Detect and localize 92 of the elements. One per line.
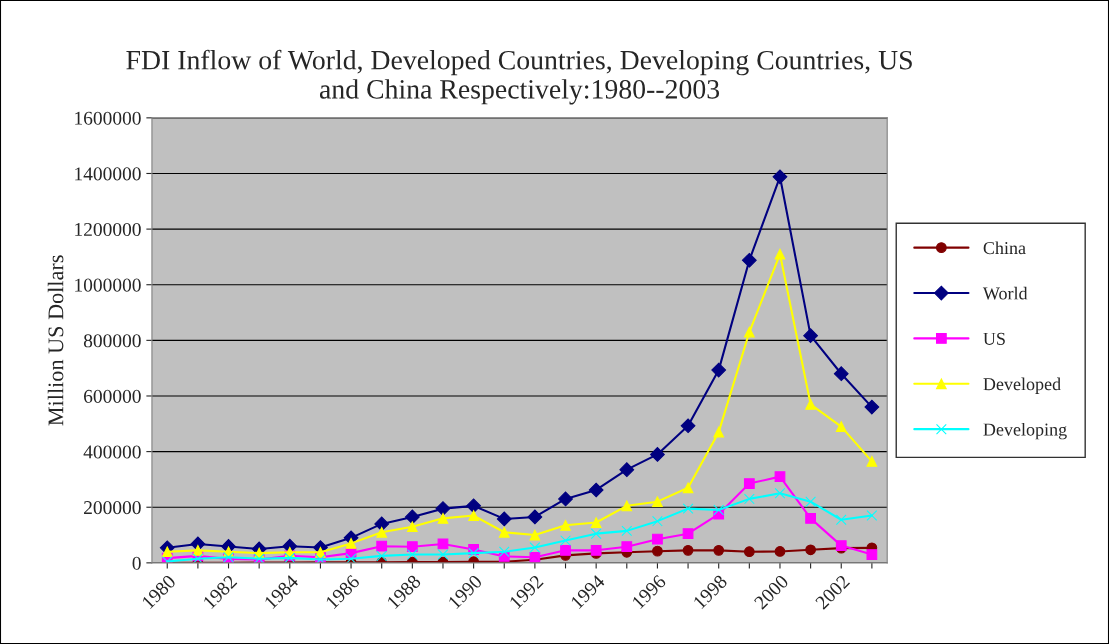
- y-tick-label: 1400000: [75, 167, 141, 181]
- point: [560, 519, 571, 531]
- point: [835, 421, 847, 432]
- point: [682, 528, 694, 540]
- point: [652, 545, 663, 557]
- point: [866, 455, 878, 467]
- point: [713, 504, 725, 516]
- point: [833, 366, 849, 382]
- x-tick-label: 1990: [447, 574, 483, 610]
- point: [406, 541, 418, 553]
- y-tick-label: 200000: [84, 501, 141, 515]
- point: [652, 515, 663, 527]
- point: [345, 538, 357, 549]
- point: [682, 544, 694, 556]
- point: [835, 514, 847, 526]
- x-tick-label: 1982: [202, 574, 238, 610]
- point: [621, 541, 633, 553]
- point: [774, 546, 786, 557]
- point: [711, 362, 727, 378]
- point: [680, 418, 696, 434]
- point: [527, 509, 543, 525]
- y-tick-label: 1600000: [75, 111, 141, 125]
- point: [404, 509, 420, 525]
- point: [437, 512, 449, 524]
- point: [468, 547, 479, 559]
- point: [529, 542, 541, 553]
- point: [743, 478, 755, 489]
- point: [743, 546, 755, 558]
- point: [621, 525, 633, 537]
- point: [406, 521, 418, 533]
- point: [496, 511, 512, 527]
- chart-title: FDI Inflow of World, Developed Countries, Developing Countries, US and China Respectively:1980--2003: [126, 49, 912, 105]
- point: [743, 493, 755, 505]
- point: [652, 496, 663, 508]
- point: [376, 540, 388, 552]
- point: [650, 446, 665, 462]
- point: [621, 500, 633, 512]
- point: [590, 517, 602, 528]
- legend-label: Developing: [983, 422, 1067, 440]
- point: [315, 546, 326, 558]
- point: [803, 328, 818, 344]
- point: [619, 462, 635, 478]
- point: [864, 399, 880, 415]
- point: [406, 549, 418, 560]
- point: [558, 491, 573, 507]
- y-tick-label: 600000: [84, 389, 141, 403]
- point: [498, 526, 510, 538]
- y-tick-label: 800000: [83, 334, 141, 348]
- point: [652, 533, 663, 545]
- point: [590, 528, 602, 540]
- point: [560, 535, 571, 546]
- point: [560, 544, 571, 556]
- point: [682, 482, 694, 494]
- point: [805, 512, 816, 524]
- y-axis-title: Million US Dollars: [47, 255, 64, 426]
- point: [772, 169, 788, 185]
- y-tick-label: 0: [132, 556, 141, 570]
- legend-label: US: [983, 332, 1005, 345]
- point: [468, 510, 479, 521]
- point: [743, 326, 755, 338]
- point: [498, 546, 510, 558]
- point: [374, 516, 390, 532]
- point: [774, 248, 786, 260]
- y-tick-label: 1200000: [75, 222, 141, 237]
- legend-label: World: [982, 286, 1028, 300]
- point: [437, 549, 449, 560]
- point: [866, 549, 878, 560]
- point: [774, 471, 786, 483]
- point: [529, 529, 541, 541]
- point: [435, 501, 451, 517]
- x-tick-label: 1992: [509, 574, 544, 610]
- point: [192, 544, 204, 556]
- point: [866, 510, 878, 521]
- legend-label: China: [983, 241, 1026, 255]
- point: [376, 526, 388, 538]
- y-tick-label: 400000: [83, 445, 141, 459]
- point: [774, 487, 786, 499]
- point: [376, 550, 388, 562]
- point: [713, 544, 725, 556]
- point: [805, 398, 816, 410]
- point: [805, 544, 816, 556]
- point: [161, 546, 173, 558]
- point: [466, 498, 482, 514]
- point: [590, 544, 602, 556]
- point: [588, 482, 604, 498]
- point: [741, 252, 757, 268]
- point: [682, 503, 694, 514]
- x-tick-label: 1980: [141, 574, 177, 610]
- legend-label: Developed: [983, 377, 1061, 394]
- point: [713, 426, 725, 438]
- y-tick-label: 1000000: [75, 278, 141, 292]
- point: [805, 496, 816, 508]
